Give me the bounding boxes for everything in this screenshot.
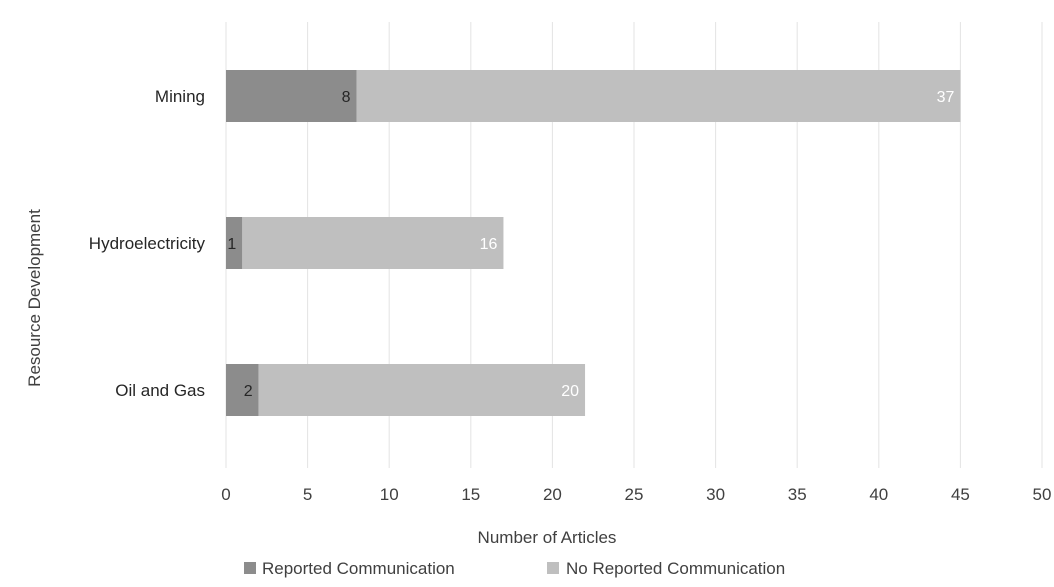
x-tick-labels: 0 5 10 15 20 25 30 35 40 45 50 — [221, 485, 1051, 504]
legend-label: No Reported Communication — [566, 559, 785, 578]
data-label: 1 — [227, 236, 236, 253]
data-label: 16 — [480, 236, 498, 253]
x-tick-label: 15 — [461, 485, 480, 504]
x-tick-label: 40 — [869, 485, 888, 504]
category-labels: Mining Hydroelectricity Oil and Gas — [89, 87, 206, 400]
x-tick-label: 25 — [625, 485, 644, 504]
x-tick-label: 0 — [221, 485, 230, 504]
y-axis-title: Resource Development — [25, 209, 44, 387]
bar-segment — [226, 70, 357, 122]
x-tick-label: 30 — [706, 485, 725, 504]
data-labels: 8 37 1 16 2 20 — [227, 89, 954, 400]
data-label: 2 — [244, 383, 253, 400]
category-label: Hydroelectricity — [89, 234, 206, 253]
legend-label: Reported Communication — [262, 559, 455, 578]
x-tick-label: 20 — [543, 485, 562, 504]
x-tick-label: 50 — [1033, 485, 1052, 504]
bar-segment — [226, 364, 259, 416]
category-label: Mining — [155, 87, 205, 106]
bar-segment — [356, 70, 961, 122]
bar-segment — [226, 217, 243, 269]
x-tick-label: 10 — [380, 485, 399, 504]
x-tick-label: 45 — [951, 485, 970, 504]
legend-swatch — [547, 562, 559, 574]
data-label: 8 — [342, 89, 351, 106]
legend: Reported Communication No Reported Commun… — [244, 559, 785, 578]
x-tick-label: 5 — [303, 485, 312, 504]
x-tick-label: 35 — [788, 485, 807, 504]
category-label: Oil and Gas — [115, 381, 205, 400]
data-label: 20 — [561, 383, 579, 400]
legend-swatch — [244, 562, 256, 574]
bar-segment — [242, 217, 504, 269]
bar-segment — [258, 364, 586, 416]
data-label: 37 — [937, 89, 955, 106]
bars — [226, 70, 961, 416]
x-axis-title: Number of Articles — [478, 528, 617, 547]
